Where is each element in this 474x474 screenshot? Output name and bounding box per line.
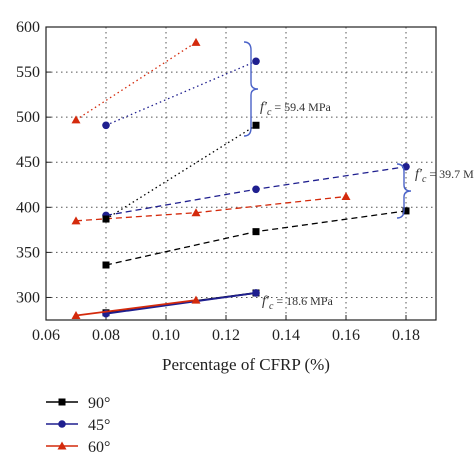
x-tick-label: 0.14 (272, 327, 300, 344)
series-line (75, 195, 347, 222)
series-group (71, 37, 260, 223)
series-group (71, 162, 410, 269)
triangle-marker (57, 441, 67, 450)
y-tick-label: 550 (16, 64, 40, 81)
square-marker (102, 215, 110, 223)
square-marker (252, 121, 260, 129)
legend-label: 45° (88, 417, 110, 434)
circle-marker (252, 289, 260, 297)
square-marker (402, 207, 410, 215)
x-tick-label: 0.06 (32, 327, 60, 344)
x-tick-label: 0.16 (332, 327, 360, 344)
y-tick-label: 350 (16, 244, 40, 261)
legend: 90° 45° 60° (46, 395, 110, 456)
series-line (75, 41, 197, 121)
circle-marker (58, 420, 66, 428)
plot-frame (45, 26, 437, 321)
triangle-marker (71, 216, 81, 225)
series-line (105, 292, 257, 315)
legend-item: 45° (46, 417, 110, 434)
series-line (105, 210, 407, 266)
square-marker (252, 228, 260, 236)
legend-label: 90° (88, 395, 110, 412)
series-layer (71, 37, 410, 319)
square-marker (58, 398, 66, 406)
circle-marker (102, 121, 110, 130)
x-axis-title: Percentage of CFRP (%) (162, 355, 330, 374)
x-tick-label: 0.12 (212, 327, 240, 344)
annotation-label: f′c = 59.4 MPa (260, 100, 332, 118)
x-tick-label: 0.10 (152, 327, 180, 344)
circle-marker (252, 57, 260, 66)
y-tick-label: 500 (16, 109, 40, 126)
series-line (105, 60, 257, 126)
x-tick-label: 0.18 (392, 327, 420, 344)
x-tick-label: 0.08 (92, 327, 120, 344)
series-group (71, 289, 260, 319)
annotations: f′c = 59.4 MPa f′c = 39.7 MPa f′c = 18.6 M… (243, 41, 474, 312)
triangle-marker (341, 191, 351, 200)
legend-item: 60° (46, 439, 110, 456)
legend-item: 90° (46, 395, 110, 412)
triangle-marker (71, 115, 81, 124)
y-tick-label: 450 (16, 154, 40, 171)
axes: 0.06 0.08 0.10 0.12 0.14 0.16 0.18 300 350 400 450… (16, 19, 420, 344)
series-line (75, 299, 197, 317)
triangle-marker (191, 37, 201, 46)
legend-label: 60° (88, 439, 110, 456)
triangle-marker (191, 208, 201, 217)
brace (243, 41, 259, 137)
brace (396, 163, 412, 219)
y-tick-label: 400 (16, 199, 40, 216)
annotation-label: f′c = 18.6 MPa (262, 294, 334, 312)
y-tick-label: 600 (16, 19, 40, 36)
triangle-marker (191, 295, 201, 304)
triangle-marker (71, 310, 81, 319)
circle-marker (252, 185, 260, 194)
annotation-label: f′c = 39.7 MPa (415, 167, 474, 185)
square-marker (102, 261, 110, 269)
grid (46, 27, 436, 320)
y-tick-label: 300 (16, 289, 40, 306)
series-line (105, 124, 257, 220)
